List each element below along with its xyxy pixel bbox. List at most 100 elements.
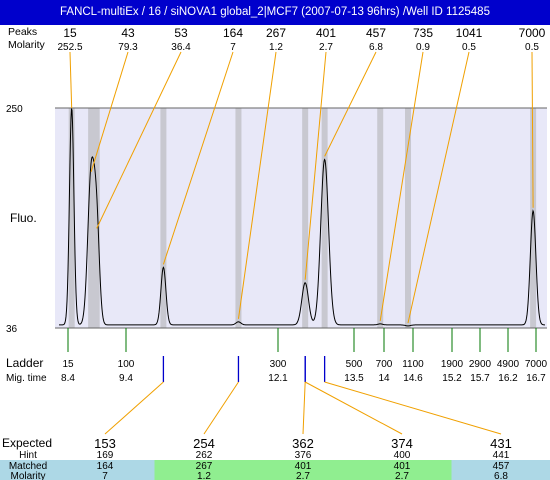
peak-size-label: 53 — [174, 26, 188, 40]
matched-cell — [451, 460, 550, 480]
matched-value: 401 — [394, 461, 411, 472]
ladder-size-label: 15 — [62, 359, 74, 370]
ladder-size-label: 1900 — [441, 359, 464, 370]
expected-row-label: Expected — [2, 436, 52, 450]
molarity-value: 2.7 — [296, 471, 310, 480]
expected-value: 374 — [391, 436, 413, 451]
peak-molarity-label: 6.8 — [369, 42, 383, 53]
molarity-bottom-row-label: Molarity — [10, 471, 45, 480]
peak-bands — [68, 108, 537, 328]
matched-rows: Hint Matched Molarity — [0, 450, 56, 480]
ladder-time-label: 15.2 — [442, 373, 462, 384]
expected-callout-line — [304, 381, 403, 435]
ladder-time-label: 16.7 — [526, 373, 546, 384]
peak-band — [93, 108, 100, 328]
peak-band — [530, 108, 537, 328]
window-title: FANCL-multiEx / 16 / siNOVA1 global_2|MC… — [0, 0, 550, 25]
peak-callout-line — [379, 51, 424, 321]
ladder-time-label: 14.6 — [403, 373, 423, 384]
molarity-value: 6.8 — [494, 471, 508, 480]
matched-cell — [352, 460, 452, 480]
peak-size-label: 735 — [413, 26, 433, 40]
peak-band — [160, 108, 167, 328]
ladder-labels: 15 8.4 100 9.4 300 12.1 500 13.5 700 14 1100 14.6 19… — [61, 328, 548, 384]
ladder-size-label: 4900 — [497, 359, 520, 370]
ladder-time-label: 12.1 — [268, 373, 288, 384]
peak-band — [235, 108, 242, 328]
peak-band — [321, 108, 328, 328]
expected-callout-line — [324, 381, 502, 435]
peak-size-label: 15 — [63, 26, 77, 40]
expected-value: 153 — [94, 436, 116, 451]
peak-callout-line — [324, 51, 377, 157]
peak-size-label: 457 — [366, 26, 386, 40]
hint-value: 400 — [394, 450, 411, 461]
expected-callout-line — [104, 381, 164, 435]
peak-molarity-label: 79.3 — [118, 42, 138, 53]
peak-molarity-label: 0.5 — [525, 42, 539, 53]
peak-size-label: 164 — [223, 26, 243, 40]
peak-callout-line — [90, 51, 129, 172]
ladder-time-label: 8.4 — [61, 373, 75, 384]
matched-label-cell — [0, 460, 56, 480]
peak-band — [68, 108, 75, 328]
peak-molarity-label: 36.4 — [171, 42, 191, 53]
peak-callout-line — [407, 51, 470, 324]
expected-value: 431 — [490, 436, 512, 451]
ladder-size-label: 7000 — [525, 359, 548, 370]
electropherogram-chart: Peaks Molarity 250 36 Fluo. Ladder Mig. … — [0, 26, 550, 480]
peak-size-label: 1041 — [456, 26, 483, 40]
ladder-time-label: 9.4 — [119, 373, 133, 384]
y-tick-max: 250 — [6, 104, 23, 115]
ladder-size-label: 1100 — [402, 359, 424, 370]
molarity-value: 1.2 — [197, 471, 211, 480]
peak-molarity-label: 0.5 — [462, 42, 476, 53]
peak-callout-line — [237, 51, 277, 319]
matched-cell — [154, 460, 254, 480]
hint-value: 262 — [196, 450, 213, 461]
peak-molarity-label: 1.2 — [269, 42, 283, 53]
peak-molarity-label: 7 — [230, 42, 236, 53]
peak-callout-line — [531, 51, 534, 208]
peak-molarity-label: 0.9 — [416, 42, 430, 53]
matched-value: 267 — [196, 461, 213, 472]
ladder-size-label: 700 — [376, 359, 393, 370]
migtime-row-label: Mig. time — [6, 373, 47, 384]
expected-value: 254 — [193, 436, 215, 451]
peaks-row-label: Peaks — [8, 26, 37, 38]
ladder-time-label: 15.7 — [470, 373, 490, 384]
ladder-row-label: Ladder — [6, 356, 43, 370]
matched-row-label: Matched — [9, 461, 47, 472]
peak-size-label: 43 — [121, 26, 135, 40]
matched-value: 457 — [493, 461, 510, 472]
ladder-size-label: 100 — [118, 359, 135, 370]
ladder-time-label: 16.2 — [498, 373, 518, 384]
hint-row-label: Hint — [19, 450, 37, 461]
peak-band — [302, 108, 309, 328]
molarity-row-label: Molarity — [8, 39, 46, 51]
expected-callout-line — [203, 381, 239, 435]
matched-value: 164 — [97, 461, 114, 472]
ladder-time-label: 13.5 — [344, 373, 364, 384]
expected-value: 362 — [292, 436, 314, 451]
hint-value: 169 — [97, 450, 114, 461]
peak-molarity-label: 252.5 — [57, 42, 82, 53]
ladder-size-label: 2900 — [469, 359, 492, 370]
peak-size-label: 401 — [316, 26, 336, 40]
fluo-axis-label: Fluo. — [10, 211, 37, 225]
peak-callout-line — [69, 51, 73, 109]
plot-area — [55, 108, 547, 328]
peak-size-label: 267 — [266, 26, 286, 40]
y-tick-min: 36 — [6, 324, 18, 335]
expected-callout-line — [302, 381, 306, 435]
molarity-value: 2.7 — [395, 471, 409, 480]
matched-value: 401 — [295, 461, 312, 472]
peak-molarity-label: 2.7 — [319, 42, 333, 53]
peak-callout-line — [162, 51, 234, 265]
peak-size-label: 7000 — [519, 26, 546, 40]
ladder-size-label: 500 — [346, 359, 363, 370]
peak-labels: 15 252.5 43 79.3 53 36.4 164 7 267 1.2 401 2.7 457 6.… — [57, 26, 546, 324]
peak-band — [377, 108, 384, 328]
ladder-time-label: 14 — [378, 373, 390, 384]
peak-band — [88, 108, 95, 328]
